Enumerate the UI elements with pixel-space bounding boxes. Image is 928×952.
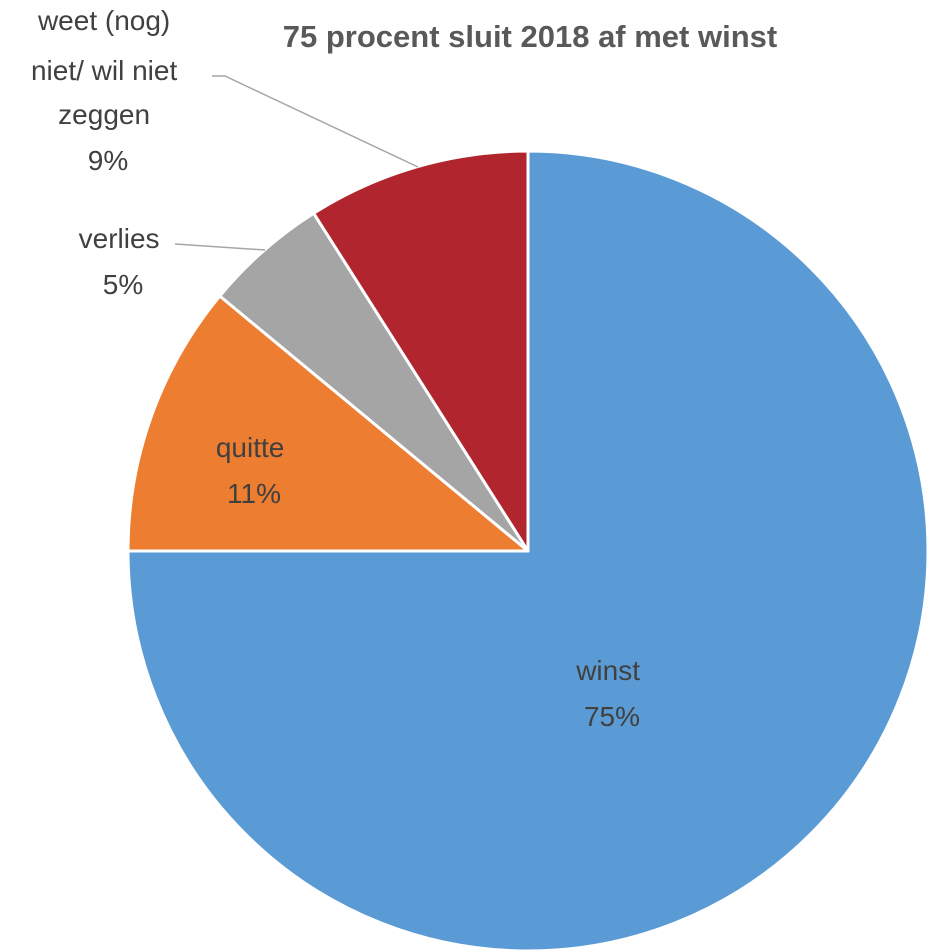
slice-name-line-2: niet/ wil niet [31, 55, 178, 86]
slice-label-verlies: verlies 5% [79, 223, 168, 300]
slice-label-winst: winst 75% [575, 655, 648, 732]
slice-name-winst: winst [575, 655, 640, 686]
leader-line-weet [212, 75, 419, 168]
slice-name-line-1: weet (nog) [37, 5, 170, 36]
pie-slices [126, 149, 928, 952]
slice-percent-verlies: 5% [103, 269, 143, 300]
pie-slice-quitte [126, 294, 530, 553]
slice-name-quitte: quitte [216, 432, 285, 463]
slice-name-line-3: zeggen [58, 99, 150, 130]
slice-percent-winst: 75% [584, 701, 640, 732]
leader-line-verlies [174, 243, 266, 251]
slice-percent-quitte: 11% [227, 478, 281, 509]
slice-name-verlies: verlies [79, 223, 160, 254]
slice-label-quitte: quitte 11% [216, 432, 292, 509]
chart-title: 75 procent sluit 2018 af met winst [283, 19, 777, 54]
slice-percent-weet: 9% [88, 145, 128, 176]
slice-label-weet: weet (nog) niet/ wil niet zeggen 9% [31, 5, 185, 176]
